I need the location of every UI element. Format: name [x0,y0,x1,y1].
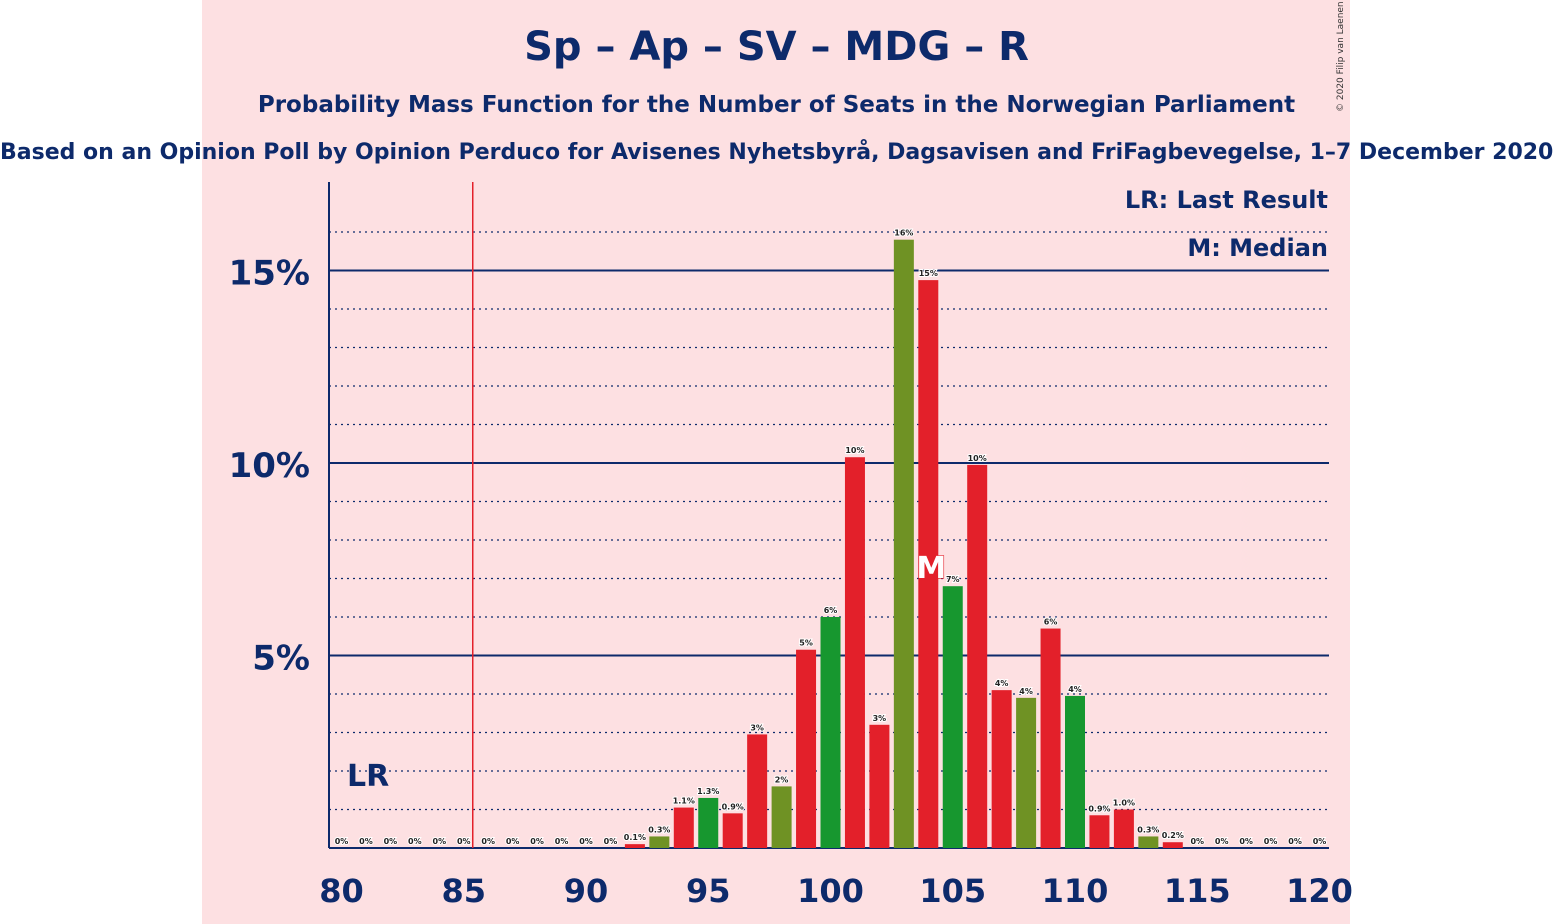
bar-value-label: 0.3% [648,825,670,834]
bar-value-label: 0% [481,837,495,846]
bar-value-label: 5% [799,639,813,648]
bar [771,786,792,848]
bar [893,239,914,848]
chart-subtitle: Probability Mass Function for the Number… [257,92,1296,118]
bar [796,649,817,848]
bar [624,844,645,848]
bar-value-label: 0% [1239,837,1253,846]
bar [1065,695,1085,848]
bar [1016,697,1037,848]
bar-value-label: 4% [1019,687,1033,696]
bar-value-label: 0.9% [722,802,744,811]
bar-value-label: 0% [579,837,593,846]
bar-value-label: 0% [408,837,422,846]
bar [967,464,988,848]
bar [1089,815,1110,848]
bar [1040,628,1061,848]
x-tick-label: 105 [919,872,986,910]
chart-source-subtitle: Based on an Opinion Poll by Opinion Perd… [0,140,1553,165]
bar-value-label: 0.1% [624,833,646,842]
legend-last-result: LR: Last Result [1124,186,1328,214]
bar [1138,836,1159,848]
bar-value-label: 0.2% [1162,831,1184,840]
bar [844,457,865,848]
x-tick-label: 80 [319,872,364,910]
bar [942,586,963,848]
last-result-label: LR [347,759,389,794]
legend-median: M: Median [1187,234,1328,262]
bar-value-label: 16% [894,229,913,238]
bar-value-label: 0% [335,837,349,846]
bar-value-label: 0% [359,837,373,846]
bar [747,734,768,848]
bar-value-label: 3% [750,723,764,732]
bar-value-label: 0% [433,837,447,846]
x-tick-label: 95 [686,872,731,910]
chart-title: Sp – Ap – SV – MDG – R [524,24,1029,70]
bar-value-label: 4% [1068,685,1082,694]
x-tick-label: 100 [797,872,864,910]
bar-value-label: 0% [1288,837,1302,846]
bar-value-label: 6% [824,606,838,615]
x-tick-label: 110 [1042,872,1109,910]
bar-value-label: 4% [995,679,1009,688]
bar [673,807,694,848]
bar [698,797,719,848]
bar-value-label: 0% [555,837,569,846]
bar-value-label: 0% [1313,837,1327,846]
x-tick-label: 90 [564,872,609,910]
bar-value-label: 7% [946,575,960,584]
bar-value-label: 15% [919,269,938,278]
x-tick-label: 115 [1164,872,1231,910]
bar-value-label: 10% [968,454,987,463]
x-tick-label: 120 [1286,872,1353,910]
bar-value-label: 1.1% [673,797,695,806]
bar-value-label: 0% [457,837,471,846]
bar [991,690,1012,848]
bar [918,280,939,848]
y-tick-label: 10% [229,446,310,486]
y-tick-label: 5% [252,639,310,679]
bar-value-label: 0% [384,837,398,846]
bar [722,813,743,848]
median-marker: M [916,551,946,586]
bar-value-label: 0.9% [1088,804,1110,813]
bar-value-label: 1.3% [697,787,719,796]
bar-value-label: 10% [845,446,864,455]
bar [1113,809,1134,848]
bar-value-label: 1.0% [1113,799,1135,808]
bar-value-label: 0% [1264,837,1278,846]
bar-value-label: 6% [1044,618,1058,627]
bar [869,724,890,848]
bar-value-label: 0% [1190,837,1204,846]
bar-value-label: 2% [775,775,789,784]
bar-value-label: 0% [1215,837,1229,846]
bar [1162,842,1183,848]
bar-value-label: 3% [873,714,887,723]
x-tick-label: 85 [441,872,486,910]
bar [820,617,841,848]
bar-value-label: 0.3% [1137,825,1159,834]
bar-value-label: 0% [506,837,520,846]
y-tick-label: 15% [229,254,310,294]
bar [649,836,670,848]
bar-value-label: 0% [604,837,618,846]
bar-value-label: 0% [530,837,544,846]
